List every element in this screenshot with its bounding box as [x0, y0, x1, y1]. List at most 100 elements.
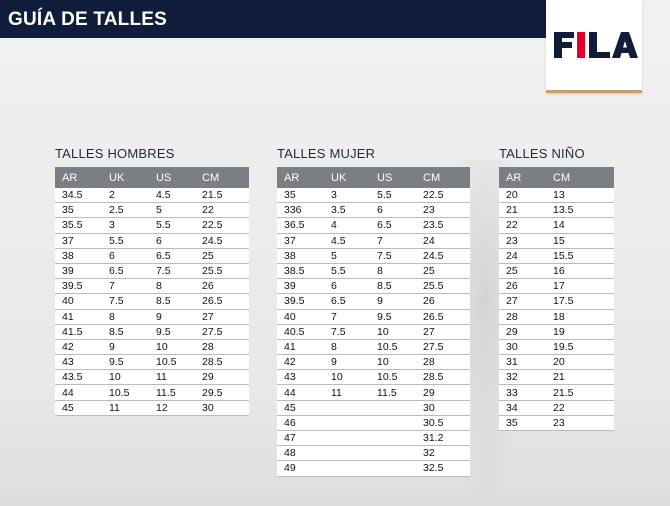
cell-ar: 37 — [277, 233, 324, 249]
cell-cm: 17 — [546, 278, 614, 295]
cell-cm: 29 — [416, 384, 470, 401]
cell-cm: 32.5 — [416, 460, 470, 477]
cell-ar: 39 — [277, 278, 324, 295]
table-row: 37 5.5 6 24.5 — [55, 233, 249, 249]
cell-ar: 36.5 — [277, 217, 324, 234]
table-row: 47 31.2 — [277, 430, 470, 447]
cell-ar: 29 — [499, 324, 546, 340]
cell-ar: 35 — [55, 202, 102, 219]
cell-cm: 21.5 — [546, 384, 614, 401]
cell-us: 8.5 — [149, 293, 195, 310]
table-row: 40.5 7.5 10 27 — [277, 324, 470, 340]
cell-us: 11.5 — [370, 384, 416, 401]
table-row: 35 2.5 5 22 — [55, 202, 249, 219]
cell-us: 7.5 — [370, 248, 416, 264]
column-header-ar: AR — [499, 167, 546, 188]
table-row: 37 4.5 7 24 — [277, 233, 470, 249]
table-row: 32 21 — [499, 369, 614, 386]
cell-cm: 24.5 — [416, 248, 470, 264]
table-header-row: AR UK US CM — [55, 167, 249, 188]
cell-us: 10 — [370, 354, 416, 371]
table-row: 42 9 10 28 — [55, 339, 249, 356]
cell-us: 5 — [149, 202, 195, 219]
cell-cm: 28 — [416, 354, 470, 371]
table-row: 34 22 — [499, 400, 614, 416]
cell-cm: 27.5 — [416, 339, 470, 356]
cell-uk: 9 — [102, 339, 149, 356]
cell-cm: 23 — [546, 415, 614, 432]
cell-ar: 43 — [277, 369, 324, 386]
cell-cm: 21 — [546, 369, 614, 386]
cell-uk: 6.5 — [102, 263, 149, 280]
cell-cm: 27 — [416, 324, 470, 340]
cell-ar: 32 — [499, 369, 546, 386]
table-row: 49 32.5 — [277, 460, 470, 477]
table-row: 41.5 8.5 9.5 27.5 — [55, 324, 249, 340]
cell-cm: 15 — [546, 233, 614, 249]
table-row: 39 6 8.5 25.5 — [277, 278, 470, 295]
cell-cm: 26 — [195, 278, 249, 295]
header-bar: GUÍA DE TALLES — [0, 0, 546, 38]
cell-ar: 25 — [499, 263, 546, 280]
cell-ar: 33 — [499, 384, 546, 401]
cell-cm: 23 — [416, 202, 470, 219]
men-section-title: TALLES HOMBRES — [55, 146, 175, 161]
table-row: 34.5 2 4.5 21.5 — [55, 188, 249, 204]
cell-ar: 35 — [277, 188, 324, 204]
cell-uk: 8 — [102, 309, 149, 325]
column-header-us: US — [370, 167, 416, 188]
table-row: 38 5 7.5 24.5 — [277, 248, 470, 264]
table-header-row: AR UK US CM — [277, 167, 470, 188]
cell-us: 10 — [149, 339, 195, 356]
table-row: 38.5 5.5 8 25 — [277, 263, 470, 280]
cell-us: 11.5 — [149, 384, 195, 401]
cell-cm: 15.5 — [546, 248, 614, 264]
cell-ar: 336 — [277, 202, 324, 219]
cell-ar: 45 — [55, 400, 102, 416]
cell-uk: 11 — [324, 384, 370, 401]
cell-cm: 32 — [416, 445, 470, 462]
cell-cm: 14 — [546, 217, 614, 234]
men-size-table: AR UK US CM 34.5 2 4.5 21.5 35 2.5 5 22 35.5 3 5.5 22.… — [55, 167, 249, 416]
table-row: 44 10.5 11.5 29.5 — [55, 384, 249, 401]
cell-cm: 28 — [195, 339, 249, 356]
table-row: 44 11 11.5 29 — [277, 384, 470, 401]
cell-us: 10 — [370, 324, 416, 340]
cell-uk: 6.5 — [324, 293, 370, 310]
cell-uk — [324, 460, 370, 477]
table-row: 22 14 — [499, 217, 614, 234]
cell-ar: 45 — [277, 400, 324, 416]
cell-us: 6.5 — [370, 217, 416, 234]
cell-uk: 5.5 — [324, 263, 370, 280]
cell-us: 5.5 — [370, 188, 416, 204]
cell-us: 7.5 — [149, 263, 195, 280]
cell-uk — [324, 430, 370, 447]
cell-cm: 22.5 — [416, 188, 470, 204]
cell-us: 8 — [149, 278, 195, 295]
cell-us: 7 — [370, 233, 416, 249]
cell-cm: 22 — [195, 202, 249, 219]
cell-cm: 20 — [546, 354, 614, 371]
cell-us — [370, 460, 416, 477]
table-row: 35 23 — [499, 415, 614, 432]
cell-us — [370, 415, 416, 432]
cell-cm: 29.5 — [195, 384, 249, 401]
cell-ar: 30 — [499, 339, 546, 356]
table-row: 41 8 10.5 27.5 — [277, 339, 470, 356]
cell-ar: 35 — [499, 415, 546, 432]
cell-ar: 20 — [499, 188, 546, 204]
table-row: 38 6 6.5 25 — [55, 248, 249, 264]
table-row: 25 16 — [499, 263, 614, 280]
cell-cm: 22 — [546, 400, 614, 416]
cell-us — [370, 430, 416, 447]
cell-cm: 26.5 — [416, 309, 470, 325]
cell-us: 8 — [370, 263, 416, 280]
table-row: 30 19.5 — [499, 339, 614, 356]
cell-uk: 10.5 — [102, 384, 149, 401]
cell-uk: 7 — [102, 278, 149, 295]
cell-ar: 37 — [55, 233, 102, 249]
cell-us: 9 — [149, 309, 195, 325]
cell-ar: 40 — [277, 309, 324, 325]
cell-ar: 24 — [499, 248, 546, 264]
cell-uk: 3 — [324, 188, 370, 204]
